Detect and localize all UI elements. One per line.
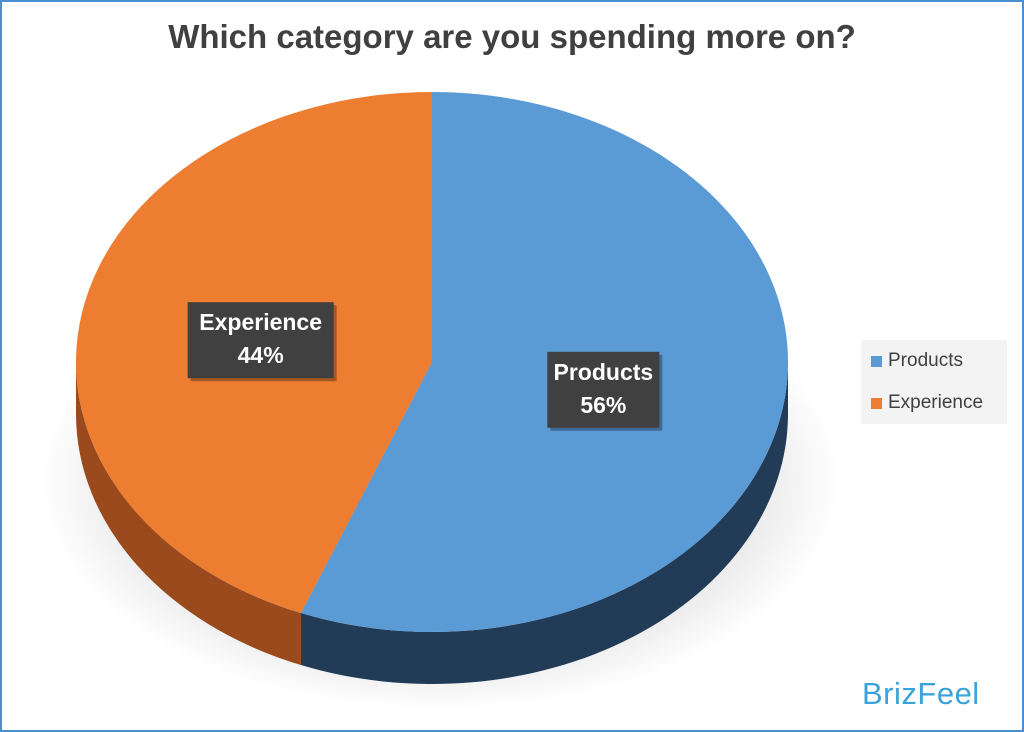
data-label-products: Products 56% [547, 351, 663, 431]
pie-side-experience [75, 362, 301, 666]
data-label-box [547, 351, 660, 428]
legend-item-experience[interactable]: Experience [871, 392, 983, 414]
data-label-name: Experience [199, 309, 322, 335]
legend-label-products: Products [888, 350, 963, 371]
chart-title: Which category are you spending more on? [168, 18, 856, 55]
data-label-value: 44% [238, 342, 284, 368]
brand-logo: BrizFeel [862, 676, 980, 711]
data-label-value: 56% [580, 392, 626, 418]
legend: Products Experience [861, 340, 1007, 424]
data-label-box [187, 302, 334, 379]
data-label-experience: Experience 44% [187, 302, 337, 382]
legend-swatch-experience [871, 397, 882, 409]
legend-label-experience: Experience [888, 392, 984, 413]
pie-slice-products[interactable] [300, 92, 788, 632]
pie-side-products [300, 362, 788, 685]
data-label-name: Products [554, 359, 654, 385]
legend-item-products[interactable]: Products [871, 350, 963, 372]
legend-swatch-products [871, 355, 882, 367]
